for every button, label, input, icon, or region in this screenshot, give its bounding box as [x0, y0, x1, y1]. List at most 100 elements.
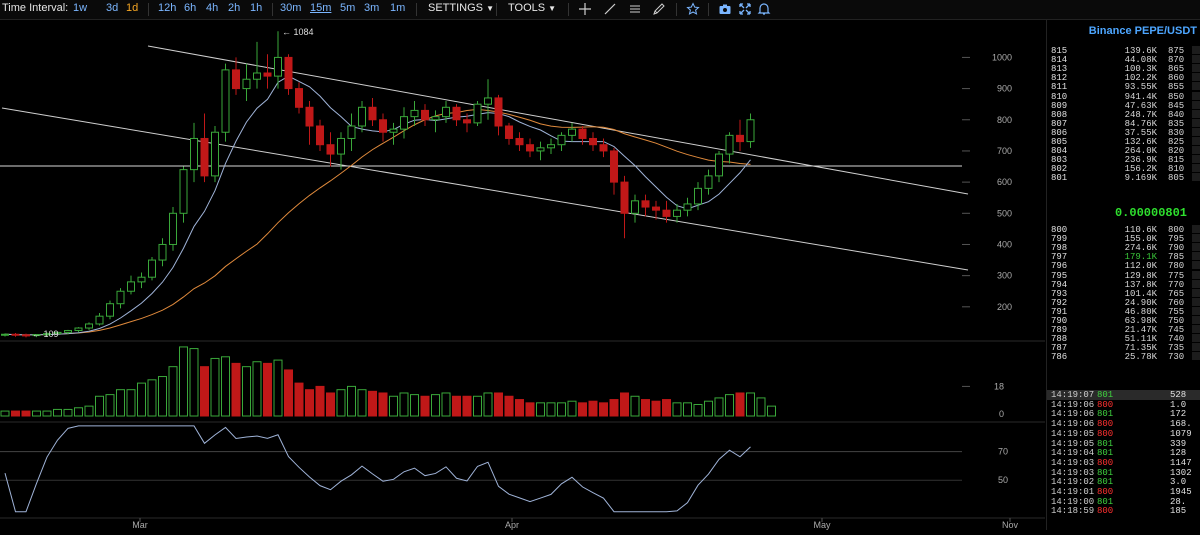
ask-row[interactable]: 805 132.6K 825 [1047, 137, 1200, 147]
bid-row[interactable]: 788 51.11K 740 [1047, 334, 1200, 344]
pencil-icon[interactable] [652, 2, 666, 16]
fullscreen-icon[interactable] [738, 2, 752, 16]
bid-row[interactable]: 798 274.6K 790 [1047, 243, 1200, 253]
bid-row[interactable]: 786 25.78K 730 [1047, 352, 1200, 362]
interval-1d[interactable]: 1d [126, 2, 139, 14]
trade-time: 14:19:07 [1051, 390, 1095, 400]
interval-15m[interactable]: 15m [310, 2, 332, 14]
tools-menu[interactable]: TOOLS ▼ [508, 2, 556, 14]
ask-row[interactable]: 803 236.9K 815 [1047, 155, 1200, 165]
volume-bar [599, 402, 608, 417]
interval-1w[interactable]: 1w [73, 2, 88, 14]
bid-row[interactable]: 794 137.8K 770 [1047, 279, 1200, 290]
interval-30m[interactable]: 30m [280, 2, 302, 14]
trade-time: 14:19:03 [1051, 457, 1095, 468]
volume-bar [704, 400, 713, 417]
ask-row[interactable]: 815 139.6K 875 [1047, 46, 1200, 56]
candle-up [536, 147, 545, 152]
ask-cell: 810 [1168, 164, 1185, 175]
ask-row[interactable]: 813 100.3K 865 [1047, 64, 1200, 74]
ask-row[interactable]: 810 941.4K 850 [1047, 91, 1200, 102]
ask-row[interactable]: 806 37.55K 830 [1047, 127, 1200, 138]
ask-cell: 813 [1051, 64, 1068, 75]
candle-down [610, 150, 618, 183]
volume-bar [32, 410, 41, 417]
crosshair-icon[interactable] [578, 2, 592, 16]
ask-row[interactable]: 812 102.2K 860 [1047, 73, 1200, 83]
volume-bar [767, 405, 776, 417]
ask-cell: 845 [1168, 100, 1185, 111]
chart-area[interactable]: 200 300 400 500 600 700 800 900 1000 ← 1084 ← 109 1… [0, 20, 1045, 530]
star-icon[interactable] [686, 2, 700, 16]
volume-bar [147, 379, 157, 417]
bid-cell: 780 [1168, 261, 1185, 272]
interval-4h[interactable]: 4h [206, 2, 219, 14]
volume-bar [588, 400, 598, 417]
bid-row[interactable]: 787 71.35K 735 [1047, 343, 1200, 353]
ask-row[interactable]: 814 44.08K 870 [1047, 55, 1200, 65]
bid-row[interactable]: 793 101.4K 765 [1047, 288, 1200, 299]
ask-row[interactable]: 802 156.2K 810 [1047, 164, 1200, 174]
interval-3m[interactable]: 3m [364, 2, 380, 14]
volume-bar [378, 392, 388, 417]
bid-row[interactable]: 790 63.98K 750 [1047, 316, 1200, 326]
candle-down [494, 97, 503, 127]
volume-bar [725, 394, 734, 417]
interval-3d[interactable]: 3d [106, 2, 119, 14]
bid-row[interactable]: 795 129.8K 775 [1047, 270, 1200, 281]
toolbar-divider [496, 3, 497, 16]
bell-icon[interactable] [757, 2, 771, 16]
ask-row[interactable]: 801 9.169K 805 [1047, 173, 1200, 183]
bid-cell: 740 [1168, 334, 1185, 345]
volume-bar [672, 402, 682, 417]
bid-row[interactable]: 792 24.90K 760 [1047, 297, 1200, 308]
interval-2h[interactable]: 2h [228, 2, 241, 14]
interval-12h[interactable]: 12h [158, 2, 177, 14]
candle-up [673, 209, 681, 217]
bid-cell: 792 [1051, 297, 1068, 308]
ask-cell: 865 [1168, 64, 1185, 75]
bid-row[interactable]: 799 155.0K 795 [1047, 234, 1200, 244]
ask-cell: 855 [1168, 82, 1185, 93]
ask-row[interactable]: 808 248.7K 840 [1047, 109, 1200, 120]
horizontal-lines-icon[interactable] [628, 2, 642, 16]
depth-bar [1192, 306, 1200, 315]
bid-row[interactable]: 797 179.1K 785 [1047, 252, 1200, 262]
interval-5m[interactable]: 5m [340, 2, 356, 14]
volume-bar [231, 362, 241, 417]
bid-cell: 770 [1168, 279, 1185, 290]
interval-1h[interactable]: 1h [250, 2, 263, 14]
volume-bar [252, 361, 262, 417]
ask-row[interactable]: 809 47.63K 845 [1047, 100, 1200, 111]
toolbar-divider [148, 3, 149, 16]
bid-row[interactable]: 791 46.80K 755 [1047, 306, 1200, 317]
ask-row[interactable]: 804 264.0K 820 [1047, 146, 1200, 156]
bid-row[interactable]: 789 21.47K 745 [1047, 325, 1200, 335]
interval-6h[interactable]: 6h [184, 2, 197, 14]
candle-down [463, 119, 471, 124]
trade-row: 14:19:05 801 339 [1047, 439, 1200, 449]
volume-bar [294, 382, 304, 417]
trade-row: 14:19:06 800 168. [1047, 419, 1200, 429]
trade-qty: 1147 [1170, 457, 1192, 468]
ask-cell: 814 [1051, 55, 1068, 66]
line-icon[interactable] [603, 2, 617, 16]
camera-icon[interactable] [718, 2, 732, 16]
interval-1m[interactable]: 1m [390, 2, 406, 14]
bid-row[interactable]: 800 110.6K 800 [1047, 225, 1200, 235]
ask-row[interactable]: 811 93.55K 855 [1047, 82, 1200, 92]
volume-bar [357, 389, 367, 417]
depth-bar [1192, 91, 1200, 100]
bid-cell: 137.8K [1124, 279, 1157, 290]
trade-price: 801 [1097, 448, 1114, 459]
ask-cell: 44.08K [1124, 55, 1157, 66]
ask-row[interactable]: 807 84.76K 835 [1047, 118, 1200, 129]
volume-bar [515, 399, 524, 417]
settings-menu[interactable]: SETTINGS ▼ [428, 2, 494, 14]
ask-cell: 248.7K [1124, 109, 1157, 120]
ask-cell: 102.2K [1124, 73, 1157, 84]
depth-bar [1192, 118, 1200, 127]
volume-bar [504, 395, 514, 417]
bid-row[interactable]: 796 112.0K 780 [1047, 261, 1200, 271]
